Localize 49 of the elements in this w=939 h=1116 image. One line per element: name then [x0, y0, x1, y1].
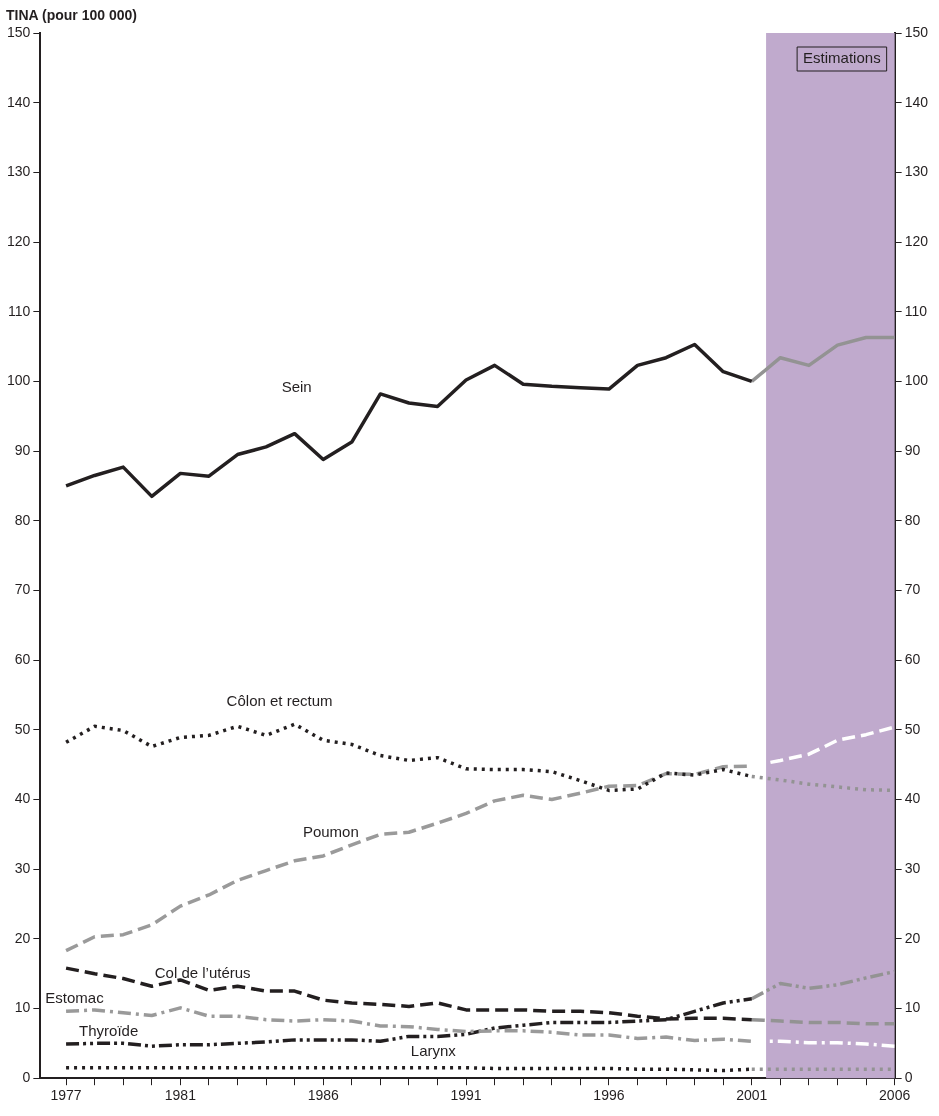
- x-tick-label: 1981: [164, 1087, 197, 1104]
- x-tick-label: 2001: [736, 1087, 768, 1104]
- y-tick-label: 40: [14, 790, 31, 807]
- series-label: Côlon et rectum: [226, 692, 333, 710]
- y-tick-label: 150: [7, 23, 31, 40]
- y2-tick-label: 80: [904, 511, 921, 528]
- y2-tick-label: 0: [904, 1069, 913, 1086]
- y-tick-label: 100: [7, 372, 31, 389]
- y2-tick-label: 40: [904, 790, 921, 807]
- y-tick-label: 110: [8, 302, 31, 319]
- x-tick-label: 1977: [50, 1087, 82, 1104]
- x-tick-label: 2006: [879, 1087, 911, 1104]
- y2-tick-label: 10: [904, 999, 921, 1016]
- y2-tick-label: 150: [904, 23, 929, 40]
- y2-tick-label: 90: [904, 441, 921, 458]
- y-tick-label: 20: [14, 929, 31, 946]
- y-tick-label: 30: [14, 860, 31, 877]
- y-tick-label: 140: [7, 93, 31, 110]
- y2-tick-label: 120: [904, 232, 929, 249]
- series-label: Thyroïde: [79, 1021, 139, 1039]
- y-tick-label: 70: [14, 581, 31, 598]
- y2-tick-label: 110: [904, 302, 928, 319]
- y-tick-label: 50: [14, 720, 31, 737]
- y2-tick-label: 130: [904, 163, 929, 180]
- x-tick-label: 1986: [307, 1087, 339, 1104]
- band-label: Estimations: [803, 49, 881, 67]
- y2-tick-label: 100: [904, 372, 929, 389]
- series-label: Estomac: [45, 989, 105, 1007]
- y-axis-title: TINA (pour 100 000): [6, 6, 137, 23]
- y2-tick-label: 50: [904, 720, 921, 737]
- line-series: [64, 1006, 754, 1044]
- y2-tick-label: 20: [904, 929, 921, 946]
- x-tick-label: 1996: [593, 1087, 625, 1104]
- y-tick-label: 0: [22, 1069, 31, 1086]
- text: Sein: [281, 377, 312, 395]
- y2-tick-label: 60: [904, 650, 921, 667]
- y-tick-label: 60: [14, 650, 31, 667]
- y-tick-label: 10: [14, 999, 31, 1016]
- x-tick-label: 1991: [450, 1087, 482, 1104]
- y2-tick-label: 30: [904, 860, 921, 877]
- series-label: Poumon: [302, 823, 359, 841]
- y-tick-label: 90: [14, 441, 31, 458]
- y-tick-label: 130: [7, 163, 31, 180]
- y-tick-label: 80: [14, 511, 31, 528]
- series-label: Larynx: [410, 1041, 457, 1059]
- y2-tick-label: 140: [904, 93, 929, 110]
- y2-tick-label: 70: [904, 581, 921, 598]
- series-label: Col de l’utérus: [154, 964, 251, 982]
- y-tick-label: 120: [7, 232, 31, 249]
